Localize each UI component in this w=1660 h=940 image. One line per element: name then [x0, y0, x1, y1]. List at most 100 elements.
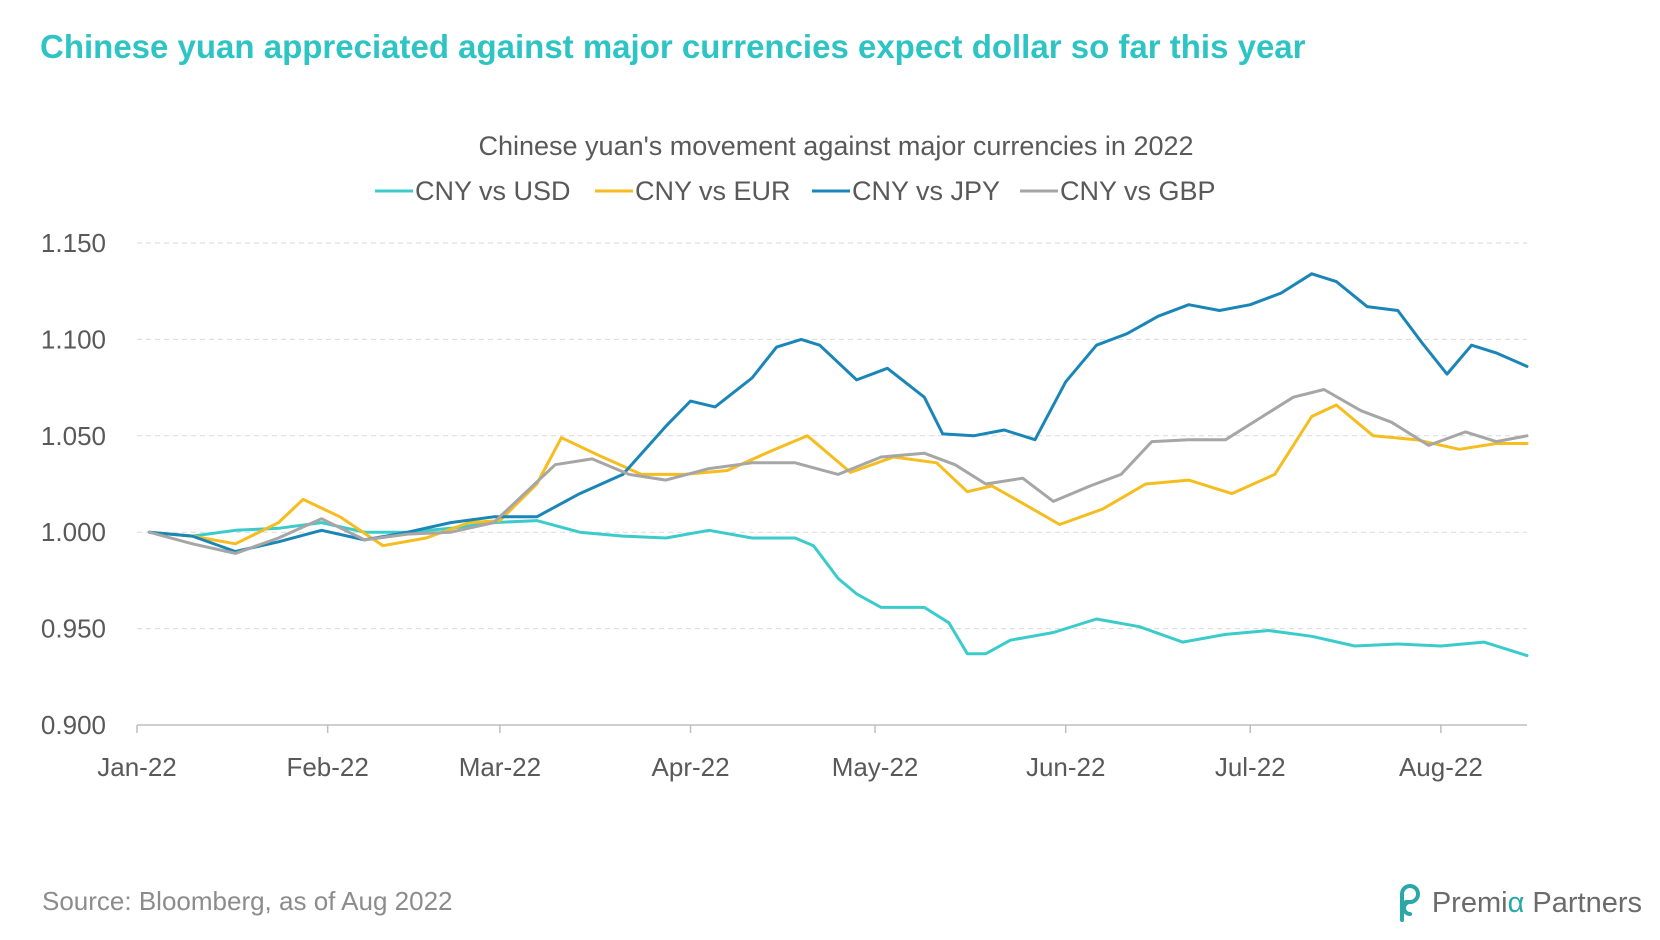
data-point-usd	[812, 544, 815, 547]
data-point-gbp	[406, 532, 409, 536]
data-point-usd	[923, 606, 926, 609]
legend-label: CNY vs GBP	[1060, 176, 1216, 206]
data-point-usd	[984, 652, 987, 655]
data-point-jpy	[621, 473, 625, 476]
x-axis: Jan-22 Feb-22 Mar-22 Apr-22 May-22 Jun-22 Jul-…	[97, 724, 1527, 782]
data-point-jpy	[664, 425, 668, 428]
legend-label: CNY vs EUR	[635, 176, 791, 206]
logo-text: Premiα Partners	[1431, 886, 1642, 919]
legend-label: CNY vs USD	[415, 176, 571, 206]
data-point-usd	[947, 621, 951, 624]
y-tick-label: 1.100	[41, 324, 106, 354]
data-point-gbp	[1119, 473, 1123, 476]
data-point-jpy	[535, 515, 538, 518]
data-point-jpy	[1218, 309, 1221, 312]
data-point-gbp	[492, 521, 495, 524]
data-point-gbp	[953, 463, 957, 466]
x-tick-label: Aug-22	[1399, 752, 1483, 782]
data-point-jpy	[923, 396, 926, 399]
data-point-jpy	[1126, 332, 1129, 335]
x-tick-label: Jul-22	[1215, 752, 1286, 782]
data-point-usd	[1009, 639, 1012, 642]
data-point-eur	[1458, 448, 1461, 451]
data-point-usd	[793, 536, 797, 540]
data-point-gbp	[1464, 430, 1467, 434]
data-point-gbp	[707, 467, 711, 470]
data-point-gbp	[923, 452, 926, 455]
data-point-eur	[935, 461, 938, 464]
data-point-eur	[338, 515, 342, 518]
data-point-usd	[1095, 617, 1098, 621]
data-point-gbp	[554, 463, 557, 466]
data-point-eur	[806, 434, 809, 437]
data-point-gbp	[1224, 438, 1227, 441]
legend: CNY vs USD CNY vs EUR CNY vs JPY CNY vs GBP	[375, 176, 1216, 206]
data-point-jpy	[972, 434, 975, 437]
data-point-jpy	[1003, 428, 1006, 432]
y-tick-label: 0.900	[41, 710, 106, 740]
data-point-jpy	[818, 344, 821, 347]
data-point-eur	[1230, 492, 1234, 495]
data-point-eur	[1101, 507, 1104, 511]
data-point-usd	[966, 652, 969, 655]
legend-item-usd: CNY vs USD	[375, 176, 571, 206]
data-point-jpy	[492, 515, 495, 518]
data-point-jpy	[578, 492, 581, 495]
data-point-gbp	[148, 531, 151, 534]
data-point-eur	[597, 453, 600, 457]
data-point-jpy	[886, 367, 889, 370]
data-point-jpy	[689, 399, 692, 403]
series-jpy	[147, 272, 1529, 553]
data-point-usd	[621, 534, 625, 538]
data-point-gbp	[1390, 421, 1393, 424]
data-point-usd	[535, 519, 538, 522]
data-point-gbp	[750, 461, 754, 464]
data-point-eur	[1187, 478, 1190, 482]
data-point-usd	[1353, 644, 1357, 648]
x-tick-label: Apr-22	[652, 752, 730, 782]
data-point-gbp	[523, 492, 526, 495]
data-point-eur	[301, 498, 305, 501]
chart-title: Chinese yuan's movement against major cu…	[478, 131, 1193, 161]
legend-label: CNY vs JPY	[852, 176, 1000, 206]
data-point-gbp	[1150, 440, 1154, 443]
data-point-gbp	[234, 552, 237, 555]
data-point-jpy	[941, 432, 944, 436]
data-point-jpy	[1095, 344, 1098, 347]
y-tick-label: 0.950	[41, 614, 106, 644]
data-point-gbp	[1525, 434, 1529, 437]
data-point-usd	[664, 536, 668, 540]
series-line-gbp	[147, 388, 1529, 555]
x-tick-label: Feb-22	[286, 752, 368, 782]
data-point-jpy	[800, 338, 803, 341]
data-point-jpy	[449, 521, 452, 524]
data-point-jpy	[1421, 342, 1424, 345]
legend-item-eur: CNY vs EUR	[595, 176, 791, 206]
data-point-usd	[1181, 640, 1184, 644]
y-tick-label: 1.150	[41, 228, 106, 258]
data-point-jpy	[320, 529, 323, 532]
data-point-jpy	[713, 405, 717, 409]
data-point-eur	[1058, 523, 1061, 526]
data-point-usd	[1525, 654, 1529, 657]
data-point-usd	[880, 606, 883, 609]
data-point-gbp	[664, 478, 668, 482]
y-tick-label: 1.050	[41, 421, 106, 451]
data-point-gbp	[984, 482, 987, 486]
data-point-eur	[1310, 415, 1313, 418]
data-point-eur	[849, 471, 852, 474]
data-point-eur	[277, 521, 280, 524]
data-point-eur	[1021, 502, 1024, 505]
headline: Chinese yuan appreciated against major c…	[40, 28, 1306, 65]
legend-item-gbp: CNY vs GBP	[1020, 176, 1216, 206]
data-point-usd	[837, 577, 840, 580]
series-line-usd	[147, 519, 1529, 658]
y-tick-label: 1.000	[41, 517, 106, 547]
data-point-usd	[1310, 635, 1313, 638]
data-point-gbp	[1322, 388, 1326, 391]
data-point-gbp	[880, 455, 883, 459]
data-point-usd	[1138, 625, 1141, 628]
data-point-jpy	[1525, 365, 1529, 368]
data-point-jpy	[1495, 351, 1498, 355]
data-point-gbp	[1292, 396, 1295, 399]
